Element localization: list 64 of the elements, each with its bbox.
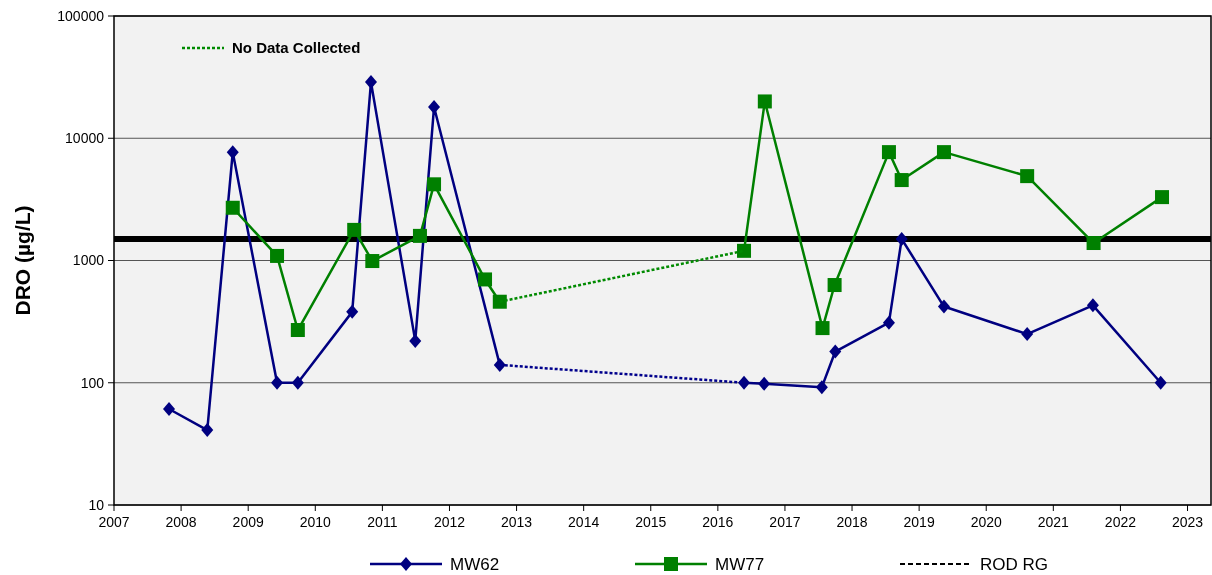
x-tick-label: 2013 bbox=[500, 514, 533, 530]
x-tick-label: 2016 bbox=[702, 514, 734, 530]
x-tick-label: 2022 bbox=[1104, 514, 1137, 530]
point bbox=[347, 222, 362, 237]
point bbox=[290, 323, 305, 338]
x-tick-label: 2014 bbox=[568, 514, 600, 530]
y-tick-label: 100 bbox=[80, 374, 105, 391]
x-tick-label: 2015 bbox=[635, 514, 667, 530]
point bbox=[1155, 190, 1170, 205]
point bbox=[1154, 375, 1167, 390]
y-tick-label: 10000 bbox=[65, 130, 105, 147]
point bbox=[225, 200, 240, 215]
legend-label: No Data Collected bbox=[232, 39, 361, 57]
x-tick-label: 2023 bbox=[1171, 514, 1204, 530]
point bbox=[412, 228, 427, 243]
point bbox=[493, 357, 506, 372]
point bbox=[815, 321, 830, 336]
legend-label: MW62 bbox=[450, 554, 500, 574]
x-tick-label: 2007 bbox=[98, 514, 130, 530]
x-tick-label: 2012 bbox=[433, 514, 466, 530]
point bbox=[895, 231, 908, 246]
point bbox=[1021, 327, 1034, 342]
point bbox=[409, 333, 422, 348]
y-axis-title: DRO (µg/L) bbox=[11, 205, 34, 316]
y-tick-label: 100000 bbox=[57, 7, 105, 24]
point bbox=[882, 315, 895, 330]
x-tick-label: 2011 bbox=[367, 514, 398, 530]
x-tick-label: 2017 bbox=[769, 514, 801, 530]
point bbox=[364, 75, 377, 90]
point bbox=[1020, 169, 1035, 184]
point bbox=[271, 375, 284, 390]
point bbox=[270, 248, 285, 263]
x-tick-label: 2009 bbox=[232, 514, 264, 530]
y-tick-label: 10 bbox=[88, 496, 105, 513]
legend-label: ROD RG bbox=[980, 554, 1048, 574]
point bbox=[291, 375, 304, 390]
point bbox=[201, 423, 214, 438]
x-tick-label: 2020 bbox=[970, 514, 1003, 530]
x-tick-label: 2019 bbox=[903, 514, 935, 530]
point bbox=[428, 100, 441, 115]
point bbox=[1086, 298, 1099, 313]
x-tick-label: 2018 bbox=[836, 514, 868, 530]
point bbox=[478, 272, 493, 287]
point bbox=[737, 243, 752, 258]
point bbox=[757, 94, 772, 109]
point bbox=[346, 304, 359, 319]
legend-label: MW77 bbox=[715, 554, 765, 574]
point bbox=[881, 145, 896, 160]
point bbox=[1086, 236, 1101, 251]
x-tick-label: 2008 bbox=[165, 514, 197, 530]
point bbox=[365, 254, 380, 269]
point bbox=[894, 173, 909, 188]
point bbox=[829, 344, 842, 359]
point bbox=[163, 401, 176, 416]
point bbox=[815, 380, 828, 395]
x-tick-label: 2021 bbox=[1037, 514, 1070, 530]
point bbox=[936, 145, 951, 160]
x-tick-label: 2010 bbox=[299, 514, 332, 530]
point bbox=[492, 294, 507, 309]
y-tick-label: 1000 bbox=[72, 252, 105, 269]
point bbox=[827, 278, 842, 293]
point bbox=[758, 376, 771, 391]
point bbox=[937, 299, 950, 314]
point bbox=[427, 177, 442, 192]
